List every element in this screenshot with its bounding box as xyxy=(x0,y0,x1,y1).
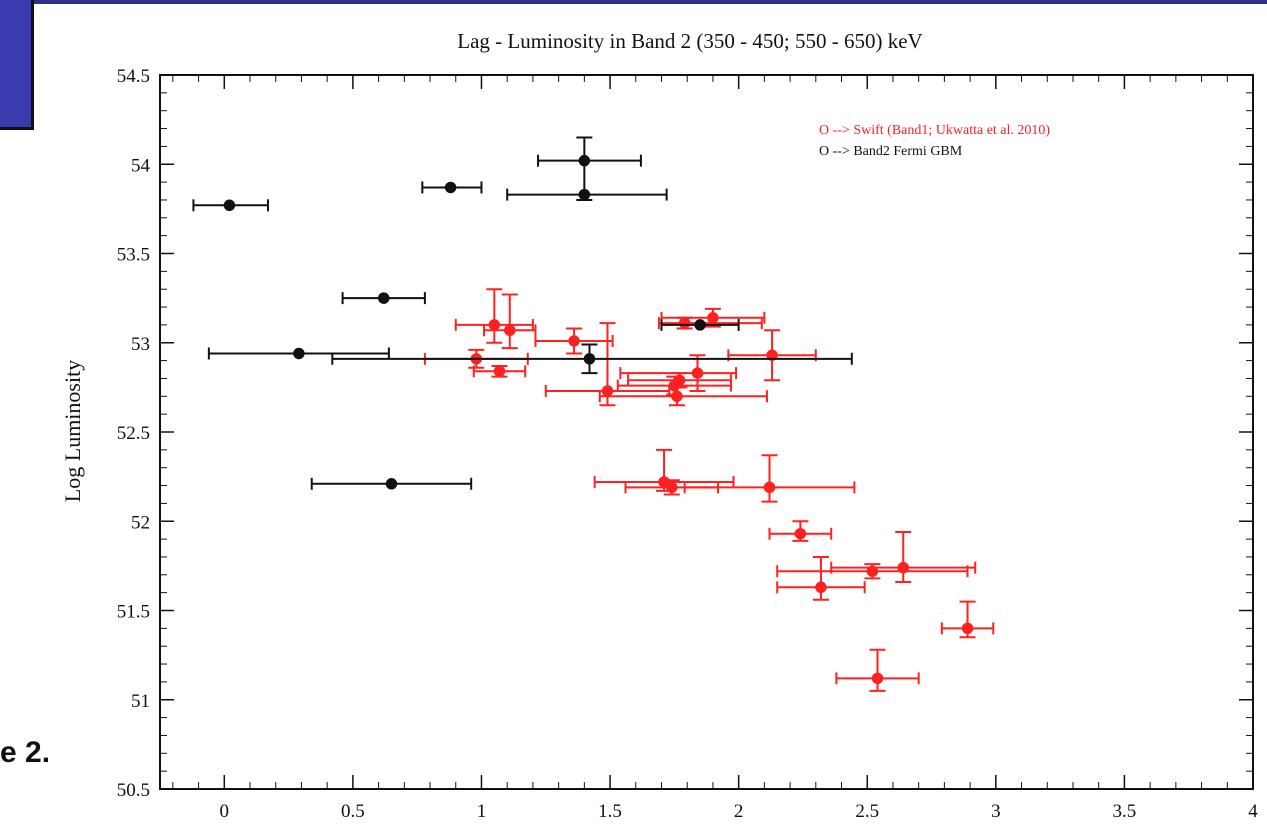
point-marker xyxy=(504,324,516,337)
data-point xyxy=(207,347,390,360)
point-marker xyxy=(444,181,457,194)
point-marker xyxy=(583,353,596,365)
point-marker xyxy=(601,385,614,397)
data-point xyxy=(776,555,866,601)
point-marker xyxy=(866,565,879,577)
y-tick-label: 52 xyxy=(131,512,150,533)
legend-entry-swift: O --> Swift (Band1; Ukwatta et al. 2010) xyxy=(819,123,1050,138)
point-marker xyxy=(223,199,236,212)
data-point xyxy=(598,386,768,407)
y-axis-label: Log Luminosity xyxy=(60,360,85,502)
point-marker xyxy=(691,367,704,379)
series-fermi xyxy=(192,136,853,490)
point-marker xyxy=(488,319,501,331)
x-tick-label: 2 xyxy=(734,801,744,822)
slide-label-fragment: e 2. xyxy=(0,736,51,769)
data-point xyxy=(619,354,738,392)
data-point xyxy=(660,307,766,328)
series-swift xyxy=(423,288,995,692)
slide-top-rule xyxy=(0,0,1267,4)
y-tick-label: 53 xyxy=(131,334,150,355)
data-point xyxy=(683,454,856,503)
point-marker xyxy=(377,292,390,304)
x-tick-label: 1.5 xyxy=(598,801,622,822)
x-tick-label: 1 xyxy=(477,801,487,822)
legend: O --> Swift (Band1; Ukwatta et al. 2010)… xyxy=(819,123,1050,159)
data-point xyxy=(506,188,668,201)
data-point xyxy=(331,343,853,375)
y-tick-label: 50.5 xyxy=(117,780,150,801)
data-point xyxy=(830,530,977,583)
data-point xyxy=(776,563,969,580)
point-marker xyxy=(568,335,580,347)
x-tick-label: 0 xyxy=(220,801,230,822)
point-marker xyxy=(815,581,827,594)
point-marker xyxy=(293,347,305,360)
x-tick-label: 3 xyxy=(991,801,1001,822)
point-marker xyxy=(766,349,778,361)
point-marker xyxy=(385,478,398,490)
point-marker xyxy=(673,374,686,386)
data-point xyxy=(544,322,671,407)
x-tick-label: 4 xyxy=(1248,801,1258,822)
point-marker xyxy=(578,188,591,201)
data-point xyxy=(593,448,735,492)
legend-entry-fermi: O --> Band2 Fermi GBM xyxy=(819,144,963,159)
point-marker xyxy=(666,481,678,494)
point-marker xyxy=(897,561,909,574)
data-point xyxy=(341,292,426,305)
data-point xyxy=(660,318,740,331)
y-tick-label: 52.5 xyxy=(117,423,150,444)
chart-title: Lag - Luminosity in Band 2 (350 - 450; 5… xyxy=(457,29,922,53)
point-marker xyxy=(671,390,683,403)
y-tick-label: 53.5 xyxy=(117,245,150,266)
point-marker xyxy=(694,319,706,331)
data-point xyxy=(421,181,483,194)
y-tick-label: 51.5 xyxy=(117,602,150,623)
data-point xyxy=(192,199,270,212)
slide-title-tab xyxy=(0,0,34,130)
y-tick-label: 51 xyxy=(131,691,150,712)
data-point xyxy=(310,477,473,490)
x-tick-label: 2.5 xyxy=(855,801,879,822)
point-marker xyxy=(794,527,807,540)
data-point xyxy=(472,364,527,378)
point-marker xyxy=(961,622,974,635)
data-point xyxy=(768,520,833,542)
point-marker xyxy=(871,672,884,685)
data-point xyxy=(534,327,614,355)
y-tick-label: 54 xyxy=(131,155,151,176)
data-point xyxy=(835,648,920,692)
point-marker xyxy=(763,481,776,494)
x-tick-label: 0.5 xyxy=(341,801,365,822)
data-point xyxy=(454,288,534,344)
point-marker xyxy=(707,312,719,324)
data-point xyxy=(537,136,642,201)
y-tick-label: 54.5 xyxy=(117,66,150,87)
x-tick-label: 3.5 xyxy=(1113,801,1137,822)
point-marker xyxy=(493,365,506,378)
plot-area: 0 0.5 1 1.5 2 2.5 3 3.5 4 50.5 51 51.5 52 52.5 53 53.5 5… xyxy=(117,66,1259,822)
data-point xyxy=(727,329,817,382)
data-point xyxy=(483,293,537,350)
data-point xyxy=(940,600,995,639)
plot-frame xyxy=(159,74,1254,790)
point-marker xyxy=(578,154,591,167)
point-marker xyxy=(678,317,691,329)
